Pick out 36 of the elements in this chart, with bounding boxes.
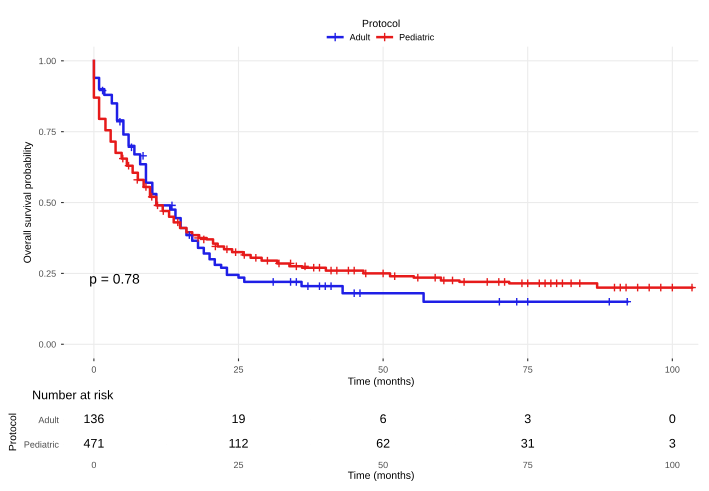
x-tick-label: 0 <box>92 462 96 468</box>
x-tick-label: 100 <box>665 462 680 468</box>
x-axis-title: Time (months) <box>348 377 414 387</box>
data-label: 19 <box>232 414 245 424</box>
x-tick-label: 50 <box>378 366 388 373</box>
annotation: p = 0.78 <box>90 274 140 286</box>
x-axis-title: Time (months) <box>348 471 414 481</box>
data-label: 112 <box>229 438 248 448</box>
data-label: 0 <box>669 414 676 424</box>
legend-label: Adult <box>350 34 370 40</box>
y-tick-label: 0.50 <box>38 200 56 206</box>
x-tick-label: 50 <box>378 462 388 468</box>
data-label: 3 <box>669 438 676 448</box>
data-label: 3 <box>524 414 531 424</box>
x-tick-label: 100 <box>665 366 680 373</box>
data-label: 31 <box>521 438 534 448</box>
y-tick-label: Adult <box>38 416 59 424</box>
data-label: 471 <box>84 438 104 448</box>
legend-label: Pediatric <box>400 34 434 40</box>
x-tick-label: 0 <box>92 366 96 373</box>
y-tick-label: 0.00 <box>38 341 56 348</box>
x-tick-label: 75 <box>523 366 532 373</box>
x-tick-label: 25 <box>234 462 244 468</box>
data-label: 136 <box>84 414 104 424</box>
data-label: 62 <box>376 438 390 448</box>
chart-title: Number at risk <box>33 390 114 400</box>
x-tick-label: 25 <box>234 366 244 373</box>
y-axis-title: Overall survival probability <box>23 142 34 263</box>
data-label: 6 <box>380 414 386 424</box>
legend-title: Protocol <box>362 19 400 28</box>
y-tick-label: 0.25 <box>38 270 56 277</box>
x-tick-label: 75 <box>523 462 532 468</box>
y-tick-label: 1.00 <box>39 58 56 64</box>
y-axis-title: Protocol <box>8 414 16 450</box>
y-tick-label: Pediatric <box>24 441 59 448</box>
y-tick-label: 0.75 <box>38 128 56 136</box>
